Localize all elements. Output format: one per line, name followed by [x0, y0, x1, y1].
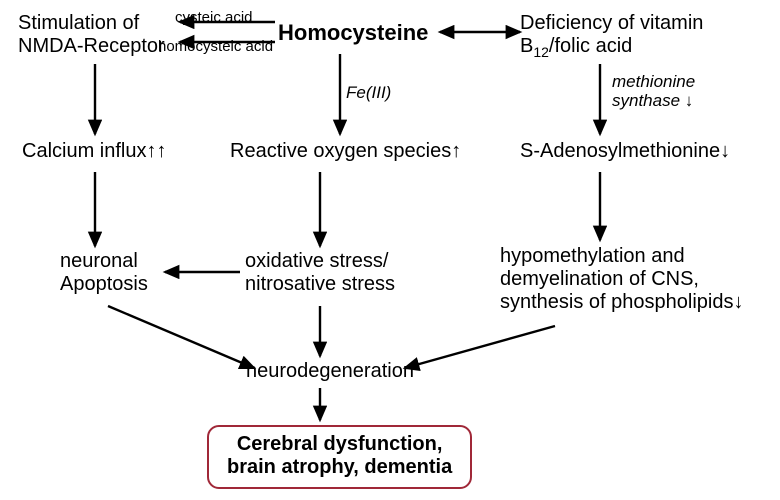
node-neurodegeneration: neurodegeneration [240, 360, 420, 383]
nmda-line1: Stimulation of [18, 12, 139, 34]
node-ros: Reactive oxygen species↑ [230, 140, 461, 163]
label-methionine-synthase: methionine synthase ↓ [612, 73, 695, 110]
node-deficiency: Deficiency of vitamin B12/folic acid [520, 12, 770, 60]
node-sam: S-Adenosylmethionine↓ [520, 140, 730, 163]
node-apoptosis: neuronal Apoptosis [60, 250, 148, 296]
edge-apop-neurodeg [108, 306, 254, 368]
label-homocysteic-acid: homocysteic acid [158, 38, 298, 55]
deficiency-line2: B12/folic acid [520, 35, 632, 57]
node-oxidative-stress: oxidative stress/ nitrosative stress [245, 250, 395, 296]
label-feiii: Fe(III) [346, 83, 391, 103]
node-outcome: Cerebral dysfunction, brain atrophy, dem… [207, 425, 472, 489]
deficiency-line1: Deficiency of vitamin [520, 12, 703, 34]
label-cysteic-acid: cysteic acid [175, 9, 285, 26]
nmda-line2: NMDA-Receptor [18, 35, 165, 57]
node-homocysteine: Homocysteine [278, 20, 448, 45]
node-hypomethylation: hypomethylation and demyelination of CNS… [500, 245, 743, 314]
node-calcium-influx: Calcium influx↑↑ [22, 140, 166, 163]
edge-hypo-neurodeg [405, 326, 555, 368]
